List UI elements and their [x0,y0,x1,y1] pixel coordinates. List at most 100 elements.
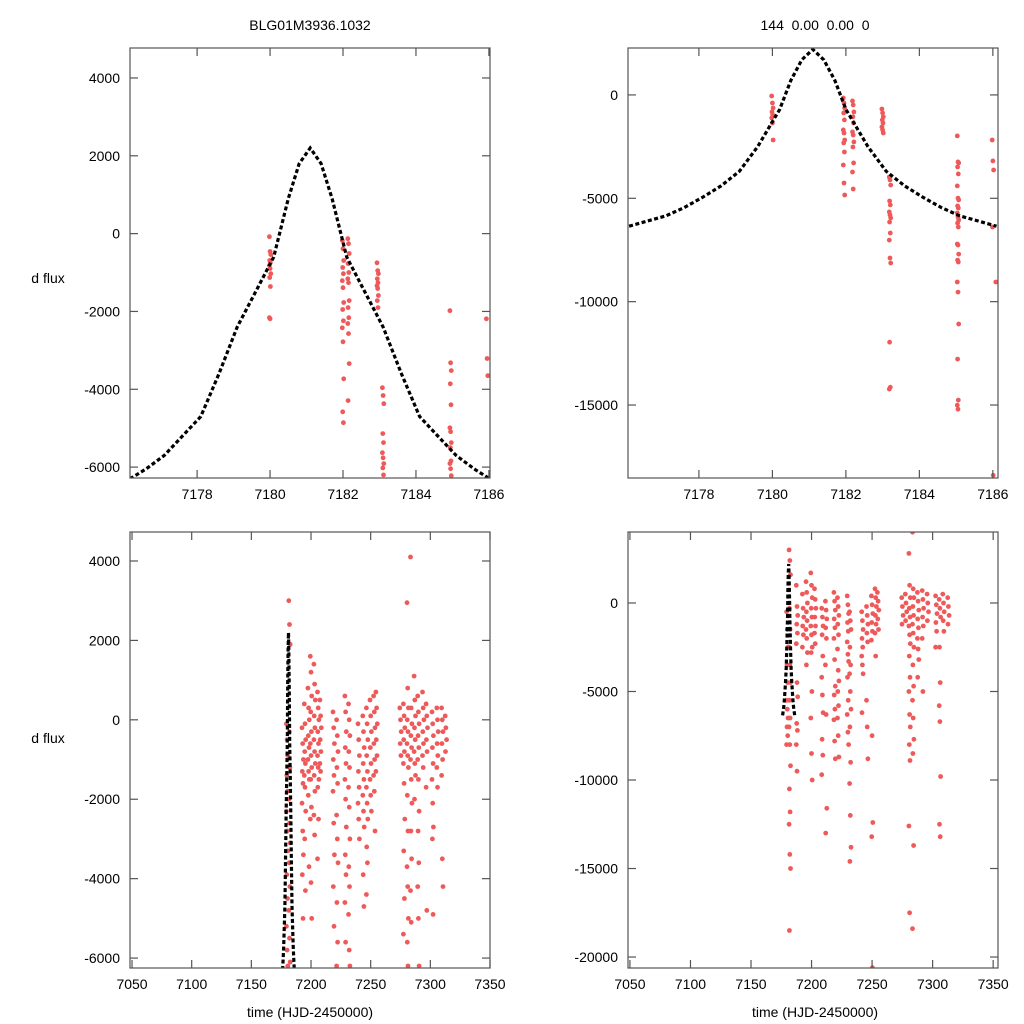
data-point [786,547,792,553]
x-tick-label: 7350 [978,976,1009,992]
y-tick-label: -20000 [574,949,618,965]
data-point [860,671,866,677]
data-point [819,632,825,638]
data-point [804,590,810,595]
data-point [312,697,318,703]
data-point [364,753,370,758]
data-point [335,749,341,754]
y-tick-label: -10000 [574,772,618,788]
data-point [365,816,371,822]
data-point [332,852,337,858]
data-point [907,632,912,638]
data-point [411,749,417,754]
data-point [311,773,317,778]
data-point [847,644,853,650]
data-point [376,293,381,298]
data-point [372,828,378,834]
data-point [794,768,800,774]
data-point [847,618,853,624]
data-point [836,632,841,638]
data-point [420,705,426,711]
data-point [937,719,943,724]
data-point [860,662,865,668]
data-point [415,693,421,699]
data-point [993,279,998,285]
data-point [341,258,347,263]
data-point [435,784,440,790]
data-point [312,832,317,838]
data-point [306,717,312,723]
data-point [409,856,414,862]
y-tick-label: 4000 [89,70,120,86]
axes-frame [627,531,999,969]
data-point [401,848,407,854]
x-tick-label: 7250 [857,976,888,992]
data-point [786,724,792,730]
data-point [305,792,311,798]
data-point [315,729,321,735]
data-point [430,800,436,806]
data-point [907,641,913,647]
data-point [311,737,317,743]
data-point [444,737,449,743]
data-point [880,120,886,126]
y-tick-label: -4000 [84,381,120,397]
x-tick-label: 7182 [327,486,358,502]
data-point [900,604,905,609]
data-point [305,733,311,739]
data-point [787,558,793,563]
data-point [312,761,318,766]
data-point [421,717,427,723]
data-point [412,697,418,703]
data-point [408,888,413,893]
data-point [448,429,453,435]
x-tick-label: 7200 [295,976,326,992]
data-point [955,242,961,248]
data-point [812,614,818,620]
data-point [303,737,309,743]
data-point [434,765,440,770]
data-point [946,613,952,618]
data-point [801,614,807,620]
data-point [880,130,886,136]
data-point [408,757,413,762]
data-point [345,236,351,242]
data-point [302,721,308,727]
data-point [342,852,348,858]
data-point [340,307,346,312]
data-point [357,753,362,758]
data-point [860,644,866,650]
data-point [955,220,960,226]
data-point [831,717,837,723]
y-tick-label: -4000 [84,871,120,887]
data-point [769,93,775,99]
data-point [809,582,814,588]
data-point [805,650,810,655]
data-point [832,607,838,613]
data-point [850,98,855,104]
x-tick-label: 7178 [182,486,213,502]
data-point [910,630,916,636]
data-point [308,753,314,758]
data-point [367,745,373,750]
data-point [907,910,912,916]
data-point [876,607,882,613]
data-point [371,741,377,746]
data-point [360,792,366,798]
data-point [841,110,847,116]
data-point [401,781,407,786]
data-point [409,745,414,750]
data-point [824,616,830,622]
data-point [991,167,996,173]
data-point [875,590,880,595]
data-point [804,609,809,615]
data-point [267,234,272,240]
data-point [357,836,362,842]
data-point [940,618,946,624]
data-point [380,393,386,398]
data-point [907,674,913,680]
data-point [371,693,376,699]
data-point [301,773,307,778]
xlabel-bottom-left: time (HJD-2450000) [247,1004,373,1020]
data-point [873,595,879,601]
